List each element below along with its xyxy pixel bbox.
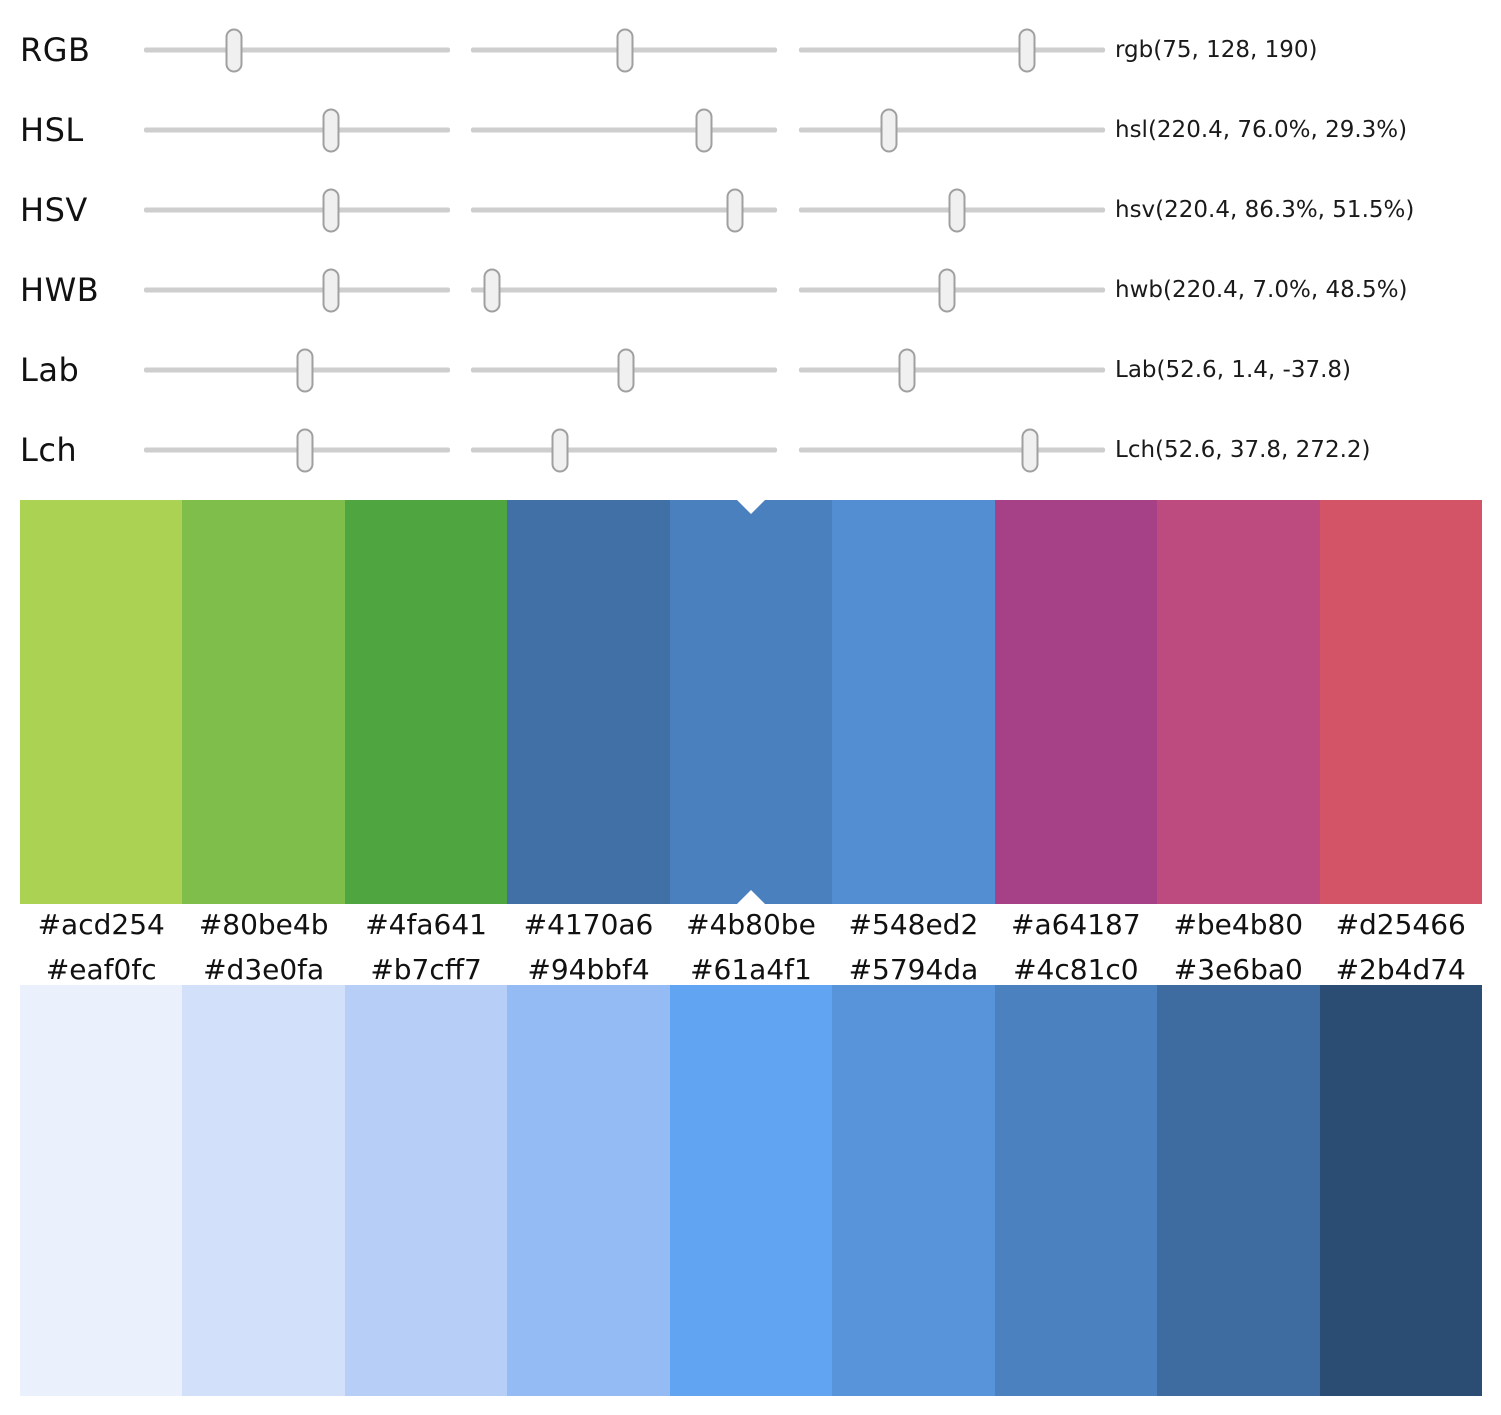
lch-chroma-slider[interactable] [471, 428, 777, 472]
hex-label: #d3e0fa [203, 953, 325, 986]
shade-hex-label-row: #eaf0fc #d3e0fa #b7cff7 #94bbf4 #61a4f1 … [20, 950, 1482, 990]
slider-thumb[interactable] [1021, 428, 1039, 472]
slider-row-hsl: HSL hsl(220.4, 76.0%, 29.3%) [0, 90, 1501, 170]
slider-thumb[interactable] [322, 188, 340, 232]
selected-swatch-notch-bottom-icon [736, 890, 765, 904]
hex-label: #4fa641 [365, 908, 487, 941]
hex-label: #5794da [848, 953, 979, 986]
rgb-green-slider[interactable] [471, 28, 777, 72]
hwb-whiteness-slider[interactable] [471, 268, 777, 312]
hex-label: #acd254 [37, 908, 165, 941]
hue-swatch-5[interactable] [832, 500, 995, 904]
shade-swatch-5[interactable] [832, 985, 995, 1396]
slider-thumb[interactable] [938, 268, 956, 312]
slider-row-rgb: RGB rgb(75, 128, 190) [0, 10, 1501, 90]
slider-thumb[interactable] [322, 268, 340, 312]
hwb-blackness-slider[interactable] [799, 268, 1105, 312]
hsl-value-text: hsl(220.4, 76.0%, 29.3%) [1115, 117, 1408, 143]
slider-thumb[interactable] [551, 428, 569, 472]
slider-row-hsv: HSV hsv(220.4, 86.3%, 51.5%) [0, 170, 1501, 250]
slider-row-label-rgb: RGB [20, 31, 91, 69]
lab-b-slider[interactable] [799, 348, 1105, 392]
hex-label: #4170a6 [523, 908, 654, 941]
slider-thumb[interactable] [296, 428, 314, 472]
hue-swatch-0[interactable] [20, 500, 183, 904]
hue-swatch-3[interactable] [507, 500, 670, 904]
hex-label: #4b80be [686, 908, 816, 941]
shade-swatch-2[interactable] [344, 985, 508, 1396]
lch-value-text: Lch(52.6, 37.8, 272.2) [1115, 437, 1371, 463]
hex-label: #be4b80 [1173, 908, 1304, 941]
slider-thumb[interactable] [1018, 28, 1036, 72]
hex-label: #80be4b [198, 908, 329, 941]
hex-label: #4c81c0 [1013, 953, 1139, 986]
hue-swatch-4-selected[interactable] [669, 500, 833, 904]
hsl-saturation-slider[interactable] [471, 108, 777, 152]
slider-thumb[interactable] [726, 188, 744, 232]
slider-row-lab: Lab Lab(52.6, 1.4, -37.8) [0, 330, 1501, 410]
slider-row-label-hsv: HSV [20, 191, 88, 229]
slider-thumb[interactable] [898, 348, 916, 392]
hex-label: #94bbf4 [527, 953, 650, 986]
slider-thumb[interactable] [225, 28, 243, 72]
hue-hex-label-row: #acd254 #80be4b #4fa641 #4170a6 #4b80be … [20, 905, 1482, 947]
hex-label: #d25466 [1335, 908, 1466, 941]
slider-thumb[interactable] [322, 108, 340, 152]
slider-thumb[interactable] [617, 348, 635, 392]
slider-row-label-lab: Lab [20, 351, 80, 389]
hex-label: #548ed2 [848, 908, 979, 941]
slider-row-lch: Lch Lch(52.6, 37.8, 272.2) [0, 410, 1501, 490]
rgb-red-slider[interactable] [144, 28, 450, 72]
slider-thumb[interactable] [483, 268, 501, 312]
shade-swatch-8[interactable] [1319, 985, 1482, 1396]
hsv-value-slider[interactable] [799, 188, 1105, 232]
hue-swatch-7[interactable] [1157, 500, 1320, 904]
hsv-hue-slider[interactable] [144, 188, 450, 232]
slider-thumb[interactable] [695, 108, 713, 152]
lab-a-slider[interactable] [471, 348, 777, 392]
lab-lightness-slider[interactable] [144, 348, 450, 392]
hue-swatch-6[interactable] [994, 500, 1158, 904]
hex-label: #61a4f1 [690, 953, 812, 986]
hex-label: #3e6ba0 [1173, 953, 1303, 986]
shade-swatch-0[interactable] [20, 985, 183, 1396]
hsl-lightness-slider[interactable] [799, 108, 1105, 152]
hwb-hue-slider[interactable] [144, 268, 450, 312]
lch-hue-slider[interactable] [799, 428, 1105, 472]
slider-row-hwb: HWB hwb(220.4, 7.0%, 48.5%) [0, 250, 1501, 330]
slider-thumb[interactable] [880, 108, 898, 152]
lch-lightness-slider[interactable] [144, 428, 450, 472]
hsl-hue-slider[interactable] [144, 108, 450, 152]
slider-thumb[interactable] [616, 28, 634, 72]
shade-swatch-7[interactable] [1157, 985, 1320, 1396]
hue-swatch-2[interactable] [344, 500, 508, 904]
shade-swatch-1[interactable] [182, 985, 345, 1396]
slider-row-label-lch: Lch [20, 431, 78, 469]
shade-palette [20, 985, 1482, 1396]
hex-label: #eaf0fc [45, 953, 157, 986]
lab-value-text: Lab(52.6, 1.4, -37.8) [1115, 357, 1351, 383]
slider-row-label-hsl: HSL [20, 111, 84, 149]
slider-thumb[interactable] [948, 188, 966, 232]
shade-swatch-6[interactable] [994, 985, 1158, 1396]
shade-swatch-3[interactable] [507, 985, 670, 1396]
slider-thumb[interactable] [296, 348, 314, 392]
hex-label: #a64187 [1010, 908, 1141, 941]
hue-swatch-8[interactable] [1319, 500, 1482, 904]
hsv-value-text: hsv(220.4, 86.3%, 51.5%) [1115, 197, 1415, 223]
hwb-value-text: hwb(220.4, 7.0%, 48.5%) [1115, 277, 1408, 303]
rgb-value-text: rgb(75, 128, 190) [1115, 37, 1318, 63]
slider-row-label-hwb: HWB [20, 271, 100, 309]
shade-swatch-4[interactable] [669, 985, 833, 1396]
selected-swatch-notch-top-icon [736, 500, 765, 514]
hue-palette [20, 500, 1482, 904]
hsv-saturation-slider[interactable] [471, 188, 777, 232]
rgb-blue-slider[interactable] [799, 28, 1105, 72]
hue-swatch-1[interactable] [182, 500, 345, 904]
hex-label: #2b4d74 [1335, 953, 1466, 986]
hex-label: #b7cff7 [370, 953, 482, 986]
